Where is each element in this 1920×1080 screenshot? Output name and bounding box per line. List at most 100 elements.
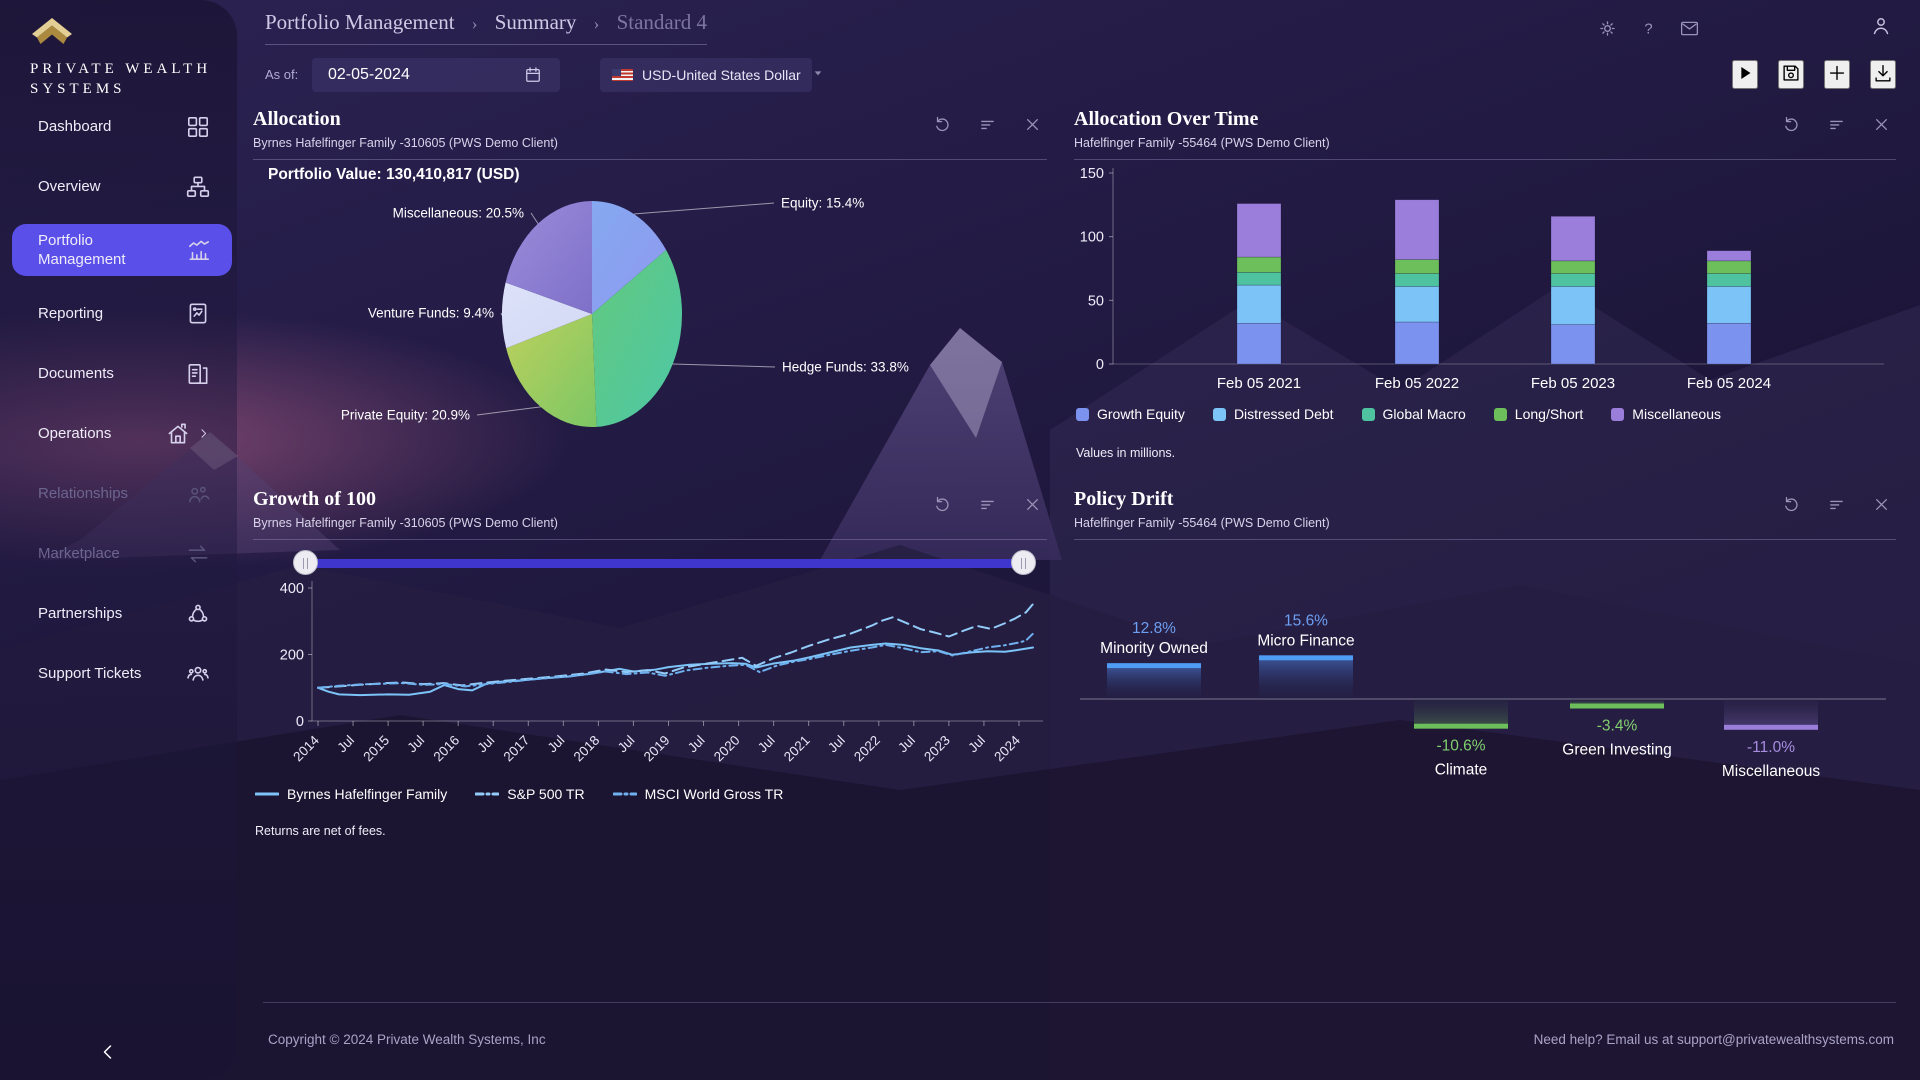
- pie-label-equity: Equity: 15.4%: [781, 196, 864, 211]
- growth-line-chart: 0 200 400 2014 Jul 2015 Jul 2016 Jul 2017 Jul 2018 J…: [253, 576, 1047, 781]
- report-icon: [185, 301, 211, 327]
- filter-icon[interactable]: [975, 112, 1000, 140]
- refresh-icon[interactable]: [1779, 112, 1804, 140]
- sidebar-collapse-button[interactable]: [96, 1040, 120, 1067]
- aot-bar-feb-05-2024-miscellaneous[interactable]: [1706, 250, 1752, 262]
- allocation-over-time-chart: 0 50 100 150 Feb 05 2021 Feb 05 2022 Feb 05 20…: [1074, 160, 1896, 402]
- as-of-date-input[interactable]: [312, 58, 560, 92]
- growth-x-tick-label: 2016: [430, 733, 462, 765]
- aot-bar-feb-05-2021-growth-equity[interactable]: [1236, 322, 1282, 365]
- pie-slice-hedge-funds[interactable]: [592, 249, 683, 427]
- aot-bar-feb-05-2024-long-short[interactable]: [1706, 260, 1752, 274]
- help-icon[interactable]: ?: [1636, 16, 1661, 44]
- sidebar-item-dashboard[interactable]: Dashboard: [0, 104, 237, 149]
- save-icon[interactable]: [1778, 60, 1804, 89]
- grid-icon: [185, 114, 211, 140]
- growth-x-tick-label: Jul: [404, 733, 427, 756]
- growth-x-tick-label: 2014: [290, 732, 322, 764]
- panel-growth-title: Growth of 100: [253, 488, 376, 510]
- filter-icon[interactable]: [1824, 112, 1849, 140]
- aot-bar-feb-05-2021-global-macro[interactable]: [1236, 272, 1282, 286]
- sidebar-item-support-tickets[interactable]: Support Tickets: [0, 651, 237, 696]
- sitemap-icon: [185, 174, 211, 200]
- slider-handle-right[interactable]: [1011, 550, 1036, 575]
- theme-sun-icon[interactable]: [1595, 16, 1620, 44]
- aot-bar-feb-05-2023-miscellaneous[interactable]: [1550, 215, 1596, 262]
- legend-item-global-macro[interactable]: Global Macro: [1361, 406, 1466, 422]
- sidebar-item-label: Operations: [38, 424, 112, 442]
- mail-icon[interactable]: [1677, 16, 1702, 44]
- aot-bar-feb-05-2023-distressed-debt[interactable]: [1550, 286, 1596, 325]
- aot-footnote: Values in millions.: [1076, 446, 1176, 460]
- sidebar-item-documents[interactable]: Documents: [0, 351, 237, 396]
- refresh-icon[interactable]: [930, 112, 955, 140]
- aot-bar-feb-05-2024-distressed-debt[interactable]: [1706, 286, 1752, 324]
- slider-track[interactable]: [305, 559, 1035, 568]
- legend-item-byrnes-hafelfinger-family[interactable]: Byrnes Hafelfinger Family: [255, 786, 447, 802]
- aot-bar-feb-05-2022-long-short[interactable]: [1394, 259, 1440, 274]
- currency-select[interactable]: USD-United States Dollar: [600, 58, 822, 92]
- breadcrumb-summary[interactable]: Summary: [494, 10, 577, 34]
- aot-bar-feb-05-2023-long-short[interactable]: [1550, 260, 1596, 274]
- aot-bar-feb-05-2021-distressed-debt[interactable]: [1236, 284, 1282, 324]
- refresh-icon[interactable]: [1779, 492, 1804, 520]
- currency-value: USD-United States Dollar: [642, 67, 801, 83]
- pie-slice-equity[interactable]: [592, 201, 667, 314]
- aot-bar-feb-05-2024-global-macro[interactable]: [1706, 273, 1752, 287]
- svg-text:0: 0: [296, 714, 304, 730]
- svg-text:15.6%: 15.6%: [1284, 612, 1328, 629]
- legend-item-long-short[interactable]: Long/Short: [1493, 406, 1583, 422]
- drift-bar-green-investing[interactable]: -3.4% Green Investing: [1562, 699, 1672, 759]
- legend-item-growth-equity[interactable]: Growth Equity: [1076, 406, 1185, 422]
- legend-item-miscellaneous[interactable]: Miscellaneous: [1611, 406, 1721, 422]
- svg-text:Minority Owned: Minority Owned: [1100, 640, 1208, 657]
- user-profile-button[interactable]: [1869, 14, 1893, 41]
- aot-bar-feb-05-2021-miscellaneous[interactable]: [1236, 203, 1282, 258]
- close-icon[interactable]: [1020, 112, 1045, 140]
- drift-bar-micro-finance[interactable]: 15.6% Micro Finance: [1257, 612, 1355, 699]
- legend-item-s-p-500-tr[interactable]: S&P 500 TR: [475, 786, 585, 802]
- legend-label: Growth Equity: [1097, 406, 1185, 422]
- slider-handle-left[interactable]: [293, 550, 318, 575]
- sidebar-item-portfolio-management[interactable]: Portfolio Management: [12, 224, 232, 276]
- network-icon: [185, 601, 211, 627]
- sidebar-item-marketplace: Marketplace: [0, 531, 237, 576]
- aot-bar-feb-05-2023-growth-equity[interactable]: [1550, 324, 1596, 365]
- plus-icon[interactable]: [1824, 60, 1850, 89]
- close-icon[interactable]: [1869, 492, 1894, 520]
- filter-icon[interactable]: [975, 492, 1000, 520]
- growth-x-tick-label: Jul: [334, 733, 357, 756]
- people-icon: [185, 481, 211, 507]
- sidebar-item-overview[interactable]: Overview: [0, 164, 237, 209]
- toolbar-actions: [1732, 60, 1896, 89]
- breadcrumb-portfolio-management[interactable]: Portfolio Management: [265, 10, 455, 34]
- sidebar-item-partnerships[interactable]: Partnerships: [0, 591, 237, 636]
- drift-bar-minority-owned[interactable]: 12.8% Minority Owned: [1100, 620, 1208, 699]
- close-icon[interactable]: [1869, 112, 1894, 140]
- growth-x-tick-label: 2017: [501, 733, 533, 765]
- drift-bar-miscellaneous[interactable]: -11.0% Miscellaneous: [1722, 699, 1820, 780]
- download-icon[interactable]: [1870, 60, 1896, 89]
- pie-slice-miscellaneous[interactable]: [505, 201, 592, 314]
- sidebar-item-icons: [185, 114, 211, 140]
- panel-allocation: Allocation Byrnes Hafelfinger Family -31…: [253, 108, 1047, 483]
- sidebar-item-operations[interactable]: Operations: [0, 411, 237, 456]
- brand-line-1: PRIVATE WEALTH: [30, 61, 212, 77]
- drift-bar-climate[interactable]: -10.6% Climate: [1414, 699, 1508, 779]
- aot-bar-feb-05-2022-miscellaneous[interactable]: [1394, 199, 1440, 260]
- filter-icon[interactable]: [1824, 492, 1849, 520]
- sidebar-item-reporting[interactable]: Reporting: [0, 291, 237, 336]
- legend-item-msci-world-gross-tr[interactable]: MSCI World Gross TR: [612, 786, 783, 802]
- aot-bar-feb-05-2023-global-macro[interactable]: [1550, 273, 1596, 287]
- legend-item-distressed-debt[interactable]: Distressed Debt: [1212, 406, 1334, 422]
- refresh-icon[interactable]: [930, 492, 955, 520]
- aot-bar-feb-05-2021-long-short[interactable]: [1236, 256, 1282, 273]
- aot-bar-feb-05-2022-global-macro[interactable]: [1394, 273, 1440, 287]
- aot-bar-feb-05-2022-growth-equity[interactable]: [1394, 321, 1440, 365]
- close-icon[interactable]: [1020, 492, 1045, 520]
- play-icon[interactable]: [1732, 60, 1758, 89]
- aot-bar-feb-05-2022-distressed-debt[interactable]: [1394, 286, 1440, 323]
- growth-x-tick-label: Jul: [965, 733, 988, 756]
- sidebar-nav: Dashboard Overview Portfolio Management Rep…: [0, 104, 237, 696]
- aot-bar-feb-05-2024-growth-equity[interactable]: [1706, 322, 1752, 365]
